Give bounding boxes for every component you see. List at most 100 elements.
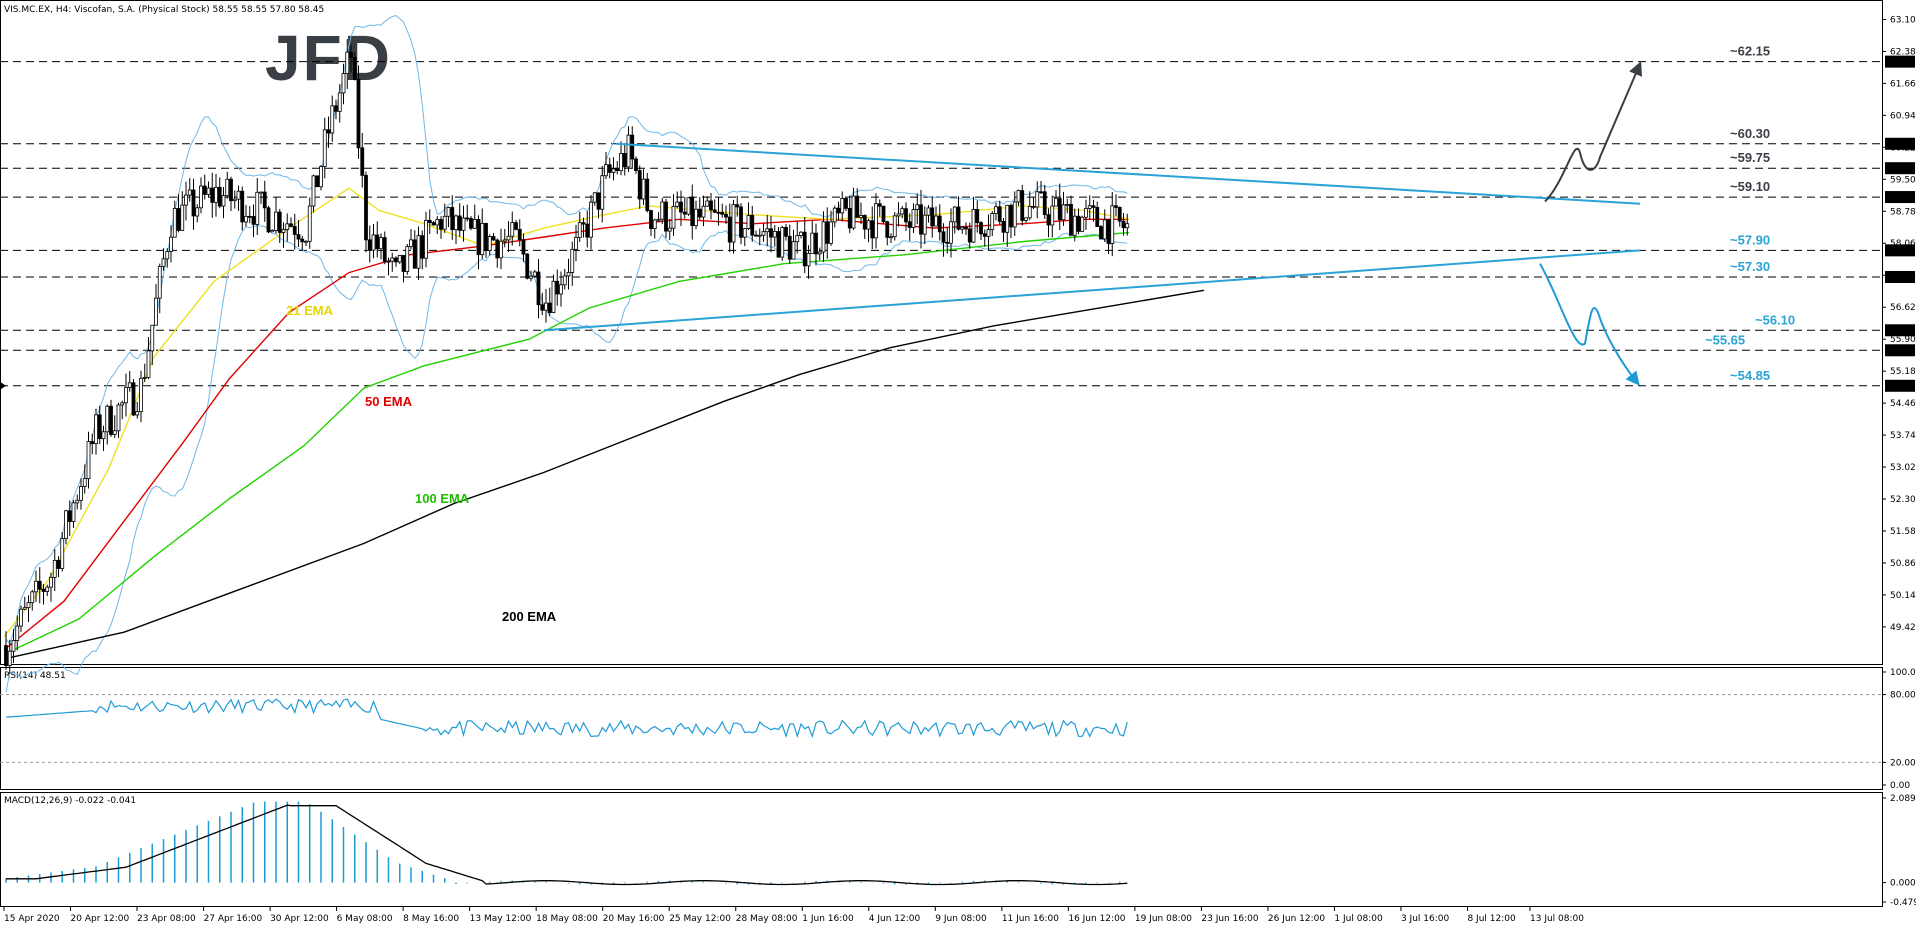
candle-body: [1069, 203, 1073, 236]
upper-trendline: [615, 142, 1641, 205]
candle-body: [664, 201, 668, 232]
candle-body: [262, 191, 267, 209]
candle-body: [937, 215, 942, 233]
candle-body: [881, 205, 886, 223]
candle-body: [589, 201, 593, 238]
level-marker: [0, 381, 6, 390]
candle-body: [191, 189, 196, 217]
candle-body: [169, 236, 173, 252]
candle-body: [210, 187, 215, 203]
x-tick-label: 6 May 08:00: [337, 914, 393, 924]
candle-body: [607, 164, 612, 173]
candle-body: [832, 207, 837, 223]
candle-body: [997, 206, 1002, 222]
candle-body: [1087, 205, 1092, 209]
candle-body: [1076, 215, 1081, 232]
candle-body: [791, 241, 796, 260]
ema100-line: [3, 231, 1130, 656]
candle-body: [731, 204, 736, 243]
candle-body: [266, 207, 271, 233]
y-tick-label: 56.62: [1890, 303, 1916, 313]
candle-body: [600, 175, 605, 210]
candle-body: [1027, 205, 1032, 219]
y-tick-label: 55.18: [1890, 367, 1916, 377]
y-tick-label: 63.10: [1890, 15, 1916, 25]
macd-pane-frame: [0, 792, 1883, 907]
candle-body: [982, 233, 987, 237]
ema200-line: [3, 289, 1205, 660]
candle-body: [915, 204, 920, 211]
candle-body: [544, 302, 548, 311]
candle-body: [277, 211, 282, 233]
candle-body: [412, 239, 417, 269]
candle-body: [877, 203, 882, 207]
candle-body: [716, 211, 721, 214]
candle-body: [296, 234, 301, 240]
candle-body: [1080, 216, 1085, 232]
candle-body: [724, 213, 728, 218]
candle-body: [49, 576, 53, 588]
level-price-tag: [1885, 324, 1915, 337]
candle-body: [814, 232, 818, 255]
candle-body: [604, 164, 608, 177]
rsi-pane-frame: [0, 667, 1883, 790]
candle-body: [360, 147, 365, 176]
candle-body: [240, 190, 245, 223]
candle-body: [1031, 205, 1036, 208]
candle-body: [112, 430, 117, 435]
candle-body: [292, 225, 297, 235]
candle-body: [364, 174, 368, 241]
candle-body: [454, 215, 458, 231]
candle-body: [1054, 198, 1058, 207]
level-label: ~57.90: [1730, 232, 1770, 247]
candle-body: [551, 280, 556, 314]
level-price-tag-text: 57.30: [1887, 273, 1913, 283]
candle-body: [1061, 204, 1066, 221]
candle-body: [52, 559, 57, 578]
candle-body: [754, 234, 758, 237]
level-price-tag-text: 60.30: [1887, 140, 1913, 150]
price-axis: 63.10 62.38 61.66 60.94 60.22 59.50 58.78 58.06…: [1882, 15, 1916, 633]
candle-body: [495, 239, 500, 259]
ema100-label: 100 EMA: [415, 491, 470, 506]
candle-body: [709, 200, 713, 211]
candle-body: [892, 215, 897, 238]
candle-body: [979, 222, 983, 235]
level-price-tag-text: 56.10: [1887, 326, 1913, 336]
main-chart-header: VIS.MC.EX, H4: Viscofan, S.A. (Physical …: [4, 5, 324, 15]
candle-body: [442, 215, 447, 230]
macd-header: MACD(12,26,9) -0.022 -0.041: [4, 796, 136, 806]
x-tick-label: 16 Jun 12:00: [1068, 914, 1125, 924]
candle-body: [75, 499, 80, 504]
candle-body: [1005, 204, 1010, 233]
level-price-tag: [1885, 55, 1915, 68]
candle-body: [367, 239, 372, 251]
candle-body: [960, 226, 965, 230]
level-price-tag-text: 59.75: [1887, 164, 1913, 174]
candle-body: [697, 208, 702, 218]
candle-body: [341, 73, 346, 94]
candle-body: [281, 229, 286, 233]
level-label: ~55.65: [1705, 332, 1745, 347]
candle-body: [536, 271, 541, 306]
candle-body: [1057, 198, 1062, 221]
candle-body: [761, 231, 766, 236]
candle-body: [90, 441, 95, 445]
candle-body: [139, 377, 143, 413]
candle-body: [304, 240, 308, 243]
candle-body: [671, 205, 676, 229]
candle-body: [821, 221, 826, 253]
y-tick-label: 61.66: [1890, 79, 1916, 89]
candle-body: [322, 129, 327, 167]
candle-body: [907, 221, 912, 228]
candle-body: [225, 178, 230, 197]
candle-body: [686, 197, 691, 215]
candle-body: [844, 198, 848, 209]
main-pane-frame: [0, 0, 1883, 665]
candle-body: [847, 207, 852, 229]
candle-body: [7, 650, 12, 666]
candle-body: [154, 297, 158, 326]
level-price-tag-text: 57.90: [1887, 246, 1913, 256]
candle-body: [424, 219, 428, 259]
ema50-label: 50 EMA: [365, 394, 413, 409]
